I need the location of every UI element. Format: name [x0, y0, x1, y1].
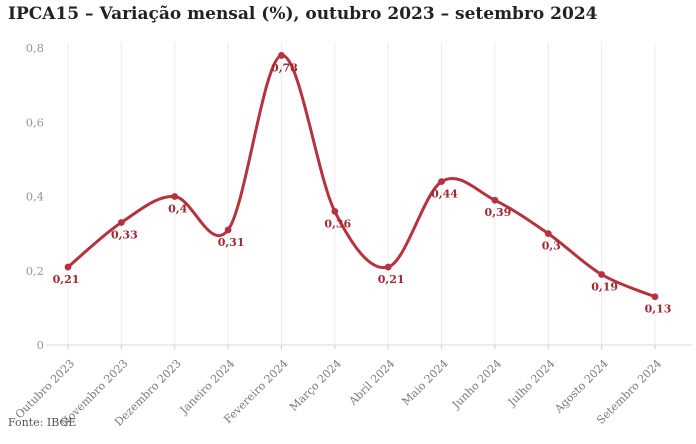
data-point — [491, 196, 499, 204]
data-point — [171, 193, 179, 200]
x-axis-label: Março 2024 — [287, 357, 344, 414]
data-point — [598, 271, 606, 278]
data-point — [331, 207, 339, 215]
x-axis-label: Abril 2024 — [346, 357, 397, 408]
data-point-label: 0,21 — [53, 273, 80, 286]
data-point-label: 0,33 — [111, 228, 138, 241]
y-axis-label: 0,8 — [26, 41, 44, 55]
data-point — [438, 178, 445, 186]
data-point — [64, 263, 72, 271]
data-point-label: 0,4 — [168, 203, 187, 216]
y-axis-label: 0,2 — [26, 264, 44, 278]
y-axis-label: 0 — [37, 338, 44, 352]
data-point — [544, 230, 552, 238]
data-point-label: 0,21 — [378, 273, 405, 286]
y-axis-label: 0,4 — [26, 190, 44, 204]
chart-source: Fonte: IBGE — [8, 416, 77, 429]
data-point-label: 0,3 — [542, 240, 561, 253]
data-point — [117, 219, 125, 226]
data-point-label: 0,13 — [645, 303, 672, 316]
y-axis-label: 0,6 — [26, 115, 44, 129]
x-axis-label: Junho 2024 — [449, 357, 504, 412]
data-point — [278, 52, 285, 59]
data-point-label: 0,36 — [324, 217, 351, 230]
data-point — [224, 226, 232, 234]
x-axis-label: Agosto 2024 — [552, 357, 611, 416]
data-point-label: 0,31 — [218, 236, 245, 249]
line-path — [66, 53, 657, 299]
data-point-label: 0,78 — [271, 61, 298, 74]
x-axis-label: Julho 2024 — [505, 357, 557, 409]
chart-title: IPCA15 – Variação mensal (%), outubro 20… — [8, 4, 598, 24]
data-point-label: 0,39 — [485, 206, 512, 219]
x-axis-label: Maio 2024 — [399, 357, 450, 408]
data-point-label: 0,19 — [591, 280, 618, 293]
data-point — [651, 293, 659, 301]
data-point-label: 0,44 — [431, 188, 458, 201]
x-axis-label: Janeiro 2024 — [177, 357, 237, 417]
data-point — [384, 263, 392, 271]
